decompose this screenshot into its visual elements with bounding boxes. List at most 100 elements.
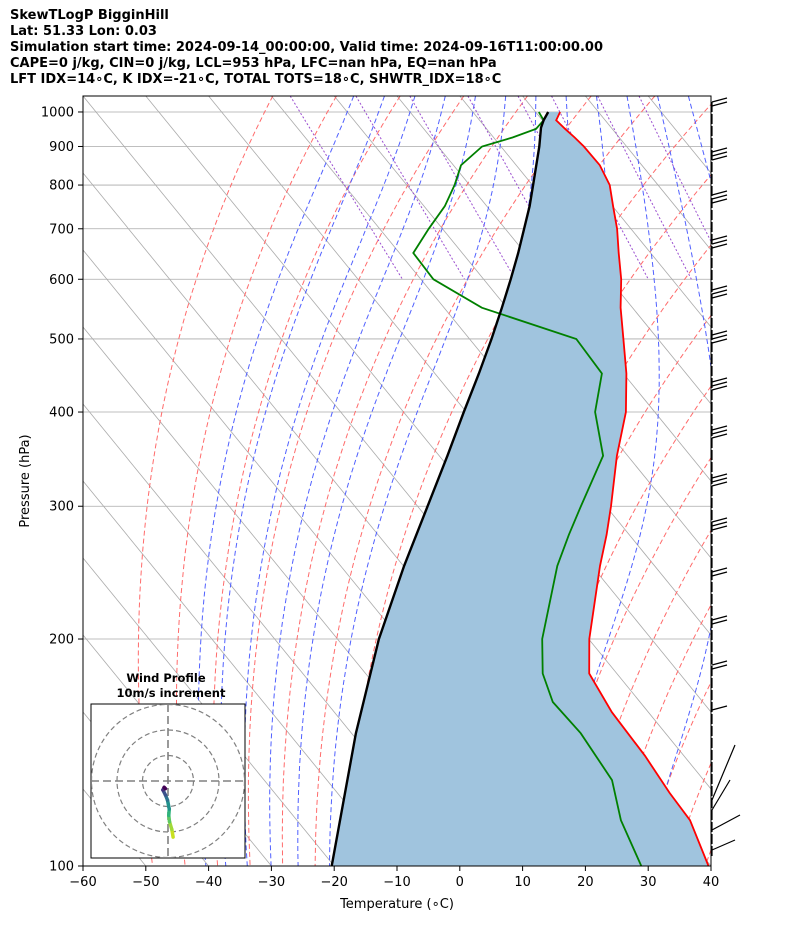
wind-barb-flag [711, 289, 728, 295]
x-tick-label: 10 [514, 875, 531, 890]
moist-adiabat [366, 96, 537, 866]
simulation-times: Simulation start time: 2024-09-14_00:00:… [10, 40, 603, 55]
x-axis-ticks: −60 −50 −40 −30 −20 −10 0 10 20 30 40 [69, 866, 719, 890]
isotherm [710, 96, 711, 97]
y-axis-label: Pressure (hPa) [18, 434, 33, 527]
x-tick-label: −60 [69, 875, 96, 890]
wind-barb-flag [711, 385, 728, 391]
wind-barb-flag [711, 381, 728, 387]
wind-barb-flag [711, 660, 728, 666]
x-tick-label: −50 [132, 875, 159, 890]
y-axis-ticks: 100 200 300 400 500 600 700 800 900 1000 [41, 105, 83, 875]
moist-adiabat [297, 96, 476, 866]
y-tick-label: 200 [49, 633, 74, 648]
station-location: Lat: 51.33 Lon: 0.03 [10, 24, 157, 39]
mixing-ratio-line [638, 96, 711, 243]
wind-barb-flag [711, 190, 728, 196]
y-tick-label: 800 [49, 179, 74, 194]
wind-barb-flag [711, 235, 728, 241]
y-tick-label: 1000 [41, 105, 74, 120]
dry-adiabat [137, 96, 274, 866]
chart-header: SkewTLogP BigginHill Lat: 51.33 Lon: 0.0… [10, 8, 603, 88]
plot-area [83, 96, 794, 866]
wind-barb-flag [711, 338, 728, 344]
dry-adiabat [176, 96, 337, 866]
wind-barb-flag [711, 194, 728, 200]
moist-adiabat [220, 96, 385, 866]
x-tick-label: −20 [320, 875, 347, 890]
stability-indices: LFT IDX=14∘C, K IDX=-21∘C, TOTAL TOTS=18… [10, 72, 502, 87]
x-axis-label: Temperature (∘C) [339, 897, 454, 912]
temperature-line [555, 111, 710, 866]
parcel-path-line [330, 111, 550, 866]
wind-barb-flag [711, 473, 728, 479]
wind-barbs [711, 97, 741, 856]
dry-adiabat [738, 96, 794, 866]
wind-barb-flag [711, 517, 728, 523]
moist-adiabat [544, 96, 660, 866]
y-tick-label: 700 [49, 222, 74, 237]
wind-barb-flag [711, 429, 728, 435]
wind-barb-flag [711, 567, 728, 573]
wind-barb-flag [711, 101, 728, 107]
moist-adiabat [642, 96, 711, 866]
wind-barb-flag [711, 664, 728, 670]
wind-barb-flag [711, 571, 728, 577]
wind-barb-flag [711, 239, 728, 245]
wind-barb-flag [711, 705, 728, 711]
y-tick-label: 600 [49, 273, 74, 288]
wind-barb-flag [711, 521, 728, 527]
parcel-shading [331, 112, 709, 866]
x-tick-label: −40 [195, 875, 222, 890]
hodograph-segment [162, 785, 168, 791]
inset-title: Wind Profile [126, 671, 206, 685]
wind-barb-flag [711, 198, 728, 204]
dewpoint-line [412, 111, 643, 866]
x-tick-label: 20 [577, 875, 594, 890]
isotherm [522, 96, 711, 328]
inset-subtitle: 10m/s increment [117, 686, 226, 700]
wind-barb-flag [711, 155, 728, 161]
moist-adiabat [329, 96, 507, 866]
moist-adiabat [719, 96, 794, 866]
isotherm [647, 96, 711, 174]
mixing-ratio-line [409, 96, 516, 280]
wind-barb-flag [711, 377, 728, 383]
y-tick-label: 900 [49, 140, 74, 155]
dry-adiabat [281, 96, 528, 866]
wind-barb-low [711, 779, 731, 811]
wind-barb-flag [711, 433, 728, 439]
wind-barb-flag [711, 97, 728, 103]
x-tick-label: 40 [703, 875, 720, 890]
hodograph-ring [91, 704, 245, 858]
wind-barb-flag [711, 615, 728, 621]
x-tick-label: 30 [640, 875, 657, 890]
mixing-ratio-line [597, 96, 692, 280]
isotherm [396, 96, 711, 482]
wind-barb-flag [711, 293, 728, 299]
isotherm [333, 96, 711, 559]
wind-barb-flag [711, 619, 728, 625]
dry-adiabat [704, 848, 711, 866]
chart-title: SkewTLogP BigginHill [10, 8, 169, 23]
wind-barb-flag [711, 334, 728, 340]
wind-barb-flag [711, 151, 728, 157]
wind-barb-low [711, 744, 736, 801]
moist-adiabat [243, 96, 416, 866]
y-tick-label: 400 [49, 406, 74, 421]
wind-profile-inset: Wind Profile 10m/s increment [90, 671, 246, 859]
x-tick-label: −30 [258, 875, 285, 890]
y-tick-label: 300 [49, 500, 74, 515]
isotherm [83, 865, 84, 866]
wind-barb-flag [711, 425, 728, 431]
stability-parameters: CAPE=0 j/kg, CIN=0 j/kg, LCL=953 hPa, LF… [10, 56, 497, 71]
wind-barb-flag [711, 330, 728, 336]
wind-barb-flag [711, 147, 728, 153]
wind-barb-flag [711, 477, 728, 483]
wind-barb-flag [711, 285, 728, 291]
dry-adiabat [542, 456, 711, 866]
wind-barb-flag [711, 481, 728, 487]
dry-adiabat [509, 385, 711, 866]
x-tick-label: 0 [456, 875, 464, 890]
